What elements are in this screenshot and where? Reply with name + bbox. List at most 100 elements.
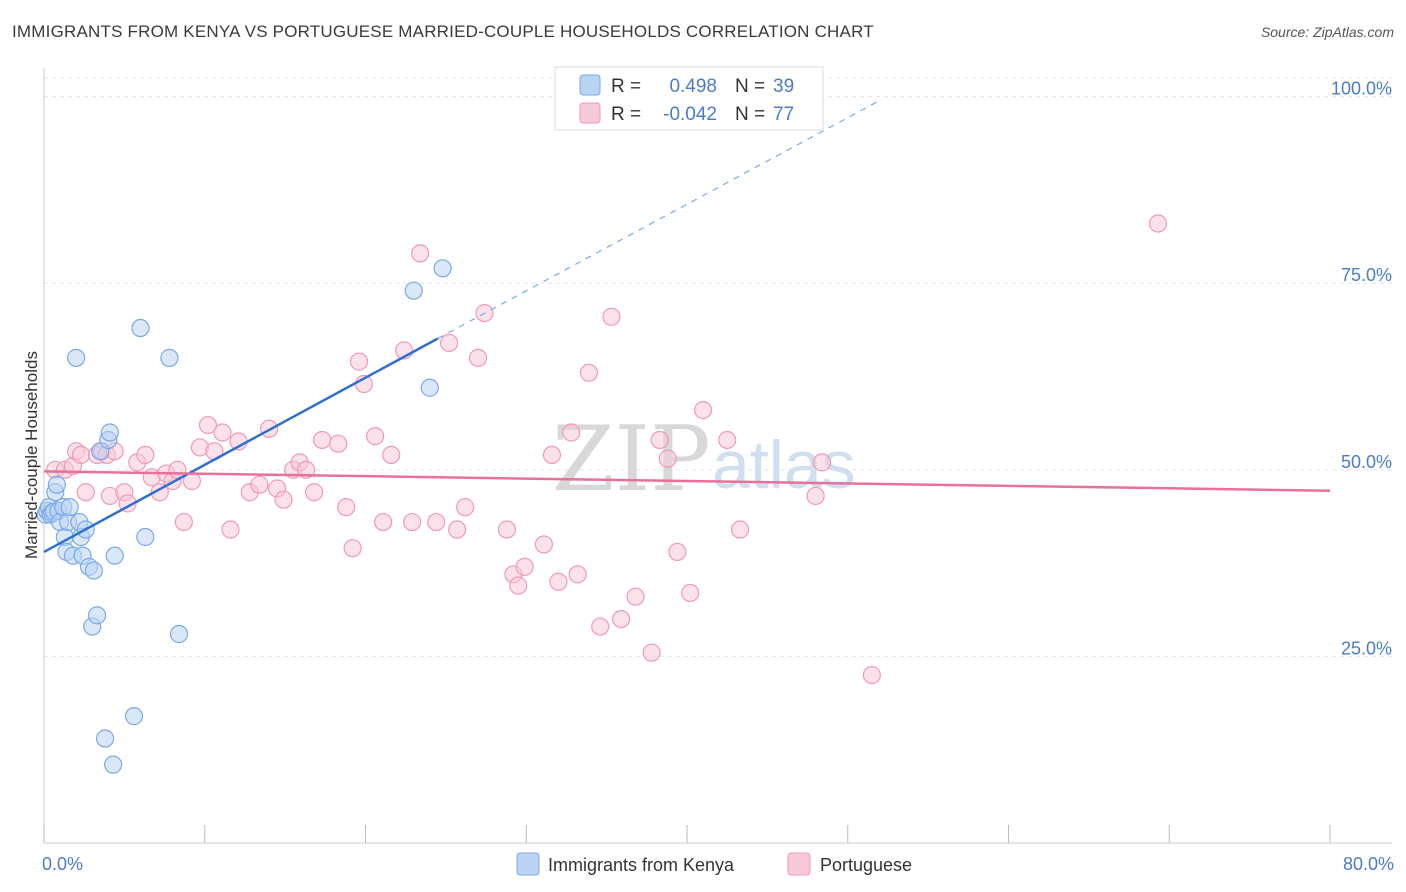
axis-layer <box>43 68 1392 844</box>
portuguese-point <box>403 512 422 532</box>
portuguese-point <box>681 583 700 603</box>
portuguese-point <box>509 576 528 595</box>
legend-n-label-kenya: N = <box>735 76 765 97</box>
portuguese-point <box>542 445 562 465</box>
x-tick-label: 80.0% <box>1343 854 1394 874</box>
chart-source: Source: ZipAtlas.com <box>1260 24 1394 40</box>
portuguese-point <box>76 483 95 502</box>
portuguese-point <box>718 430 737 450</box>
portuguese-point <box>250 475 269 494</box>
portuguese-point <box>427 512 446 532</box>
portuguese-point <box>591 617 610 636</box>
kenya-point <box>433 259 452 278</box>
portuguese-point <box>812 453 832 472</box>
portuguese-point <box>626 587 645 606</box>
portuguese-point <box>136 445 155 465</box>
kenya-point <box>420 378 439 397</box>
kenya-trend-line <box>43 337 439 554</box>
portuguese-point <box>668 542 687 562</box>
portuguese-point <box>534 535 554 554</box>
portuguese-point <box>337 498 356 517</box>
kenya-point <box>131 318 150 338</box>
portuguese-point <box>468 348 488 367</box>
portuguese-point <box>349 352 369 371</box>
portuguese-point <box>568 565 587 584</box>
legend-r-label-kenya: R = <box>611 76 641 97</box>
portuguese-point <box>439 333 459 353</box>
kenya-point <box>160 348 179 367</box>
kenya-point <box>67 348 86 367</box>
legend-swatch-kenya <box>579 74 601 96</box>
legend-n-value-portuguese: 77 <box>773 104 794 125</box>
portuguese-point <box>213 423 232 442</box>
portuguese-point <box>562 423 581 442</box>
legend-bottom-swatch-portuguese[interactable] <box>787 852 811 876</box>
portuguese-point <box>71 445 91 465</box>
portuguese-point <box>642 643 661 662</box>
kenya-point <box>124 707 144 726</box>
kenya-point <box>404 281 423 300</box>
portuguese-point <box>862 665 881 685</box>
y-tick-label: 75.0% <box>1341 265 1392 285</box>
legend-bottom-swatch-kenya[interactable] <box>516 852 540 876</box>
kenya-point <box>105 546 124 565</box>
grid-layer <box>44 77 1392 657</box>
portuguese-trend-line <box>43 470 1331 492</box>
portuguese-point <box>611 609 631 629</box>
legend-top: R = 0.498 N = 39 R = -0.042 N = 77 <box>554 66 824 131</box>
portuguese-point <box>515 557 534 576</box>
portuguese-point <box>602 307 621 326</box>
kenya-point <box>100 423 120 442</box>
portuguese-point <box>650 430 669 450</box>
portuguese-point <box>174 512 193 532</box>
watermark-zip: ZIP <box>552 407 711 512</box>
portuguese-point <box>198 415 218 435</box>
kenya-point <box>95 729 115 748</box>
kenya-point <box>169 624 189 644</box>
y-tick-label: 50.0% <box>1341 452 1392 472</box>
portuguese-point <box>274 490 293 509</box>
y-axis-label: Married-couple Households <box>22 351 41 559</box>
portuguese-point <box>448 520 467 539</box>
portuguese-point <box>658 449 677 468</box>
trend-layer <box>43 99 1331 554</box>
legend-bottom-label-portuguese[interactable]: Portuguese <box>820 855 912 875</box>
portuguese-point <box>1148 214 1168 233</box>
chart-title: IMMIGRANTS FROM KENYA VS PORTUGUESE MARR… <box>12 22 874 41</box>
portuguese-point <box>221 520 240 539</box>
kenya-point <box>60 498 79 517</box>
legend-bottom-label-kenya[interactable]: Immigrants from Kenya <box>548 855 735 875</box>
legend-n-value-kenya: 39 <box>773 76 794 97</box>
legend-r-value-portuguese: -0.042 <box>663 104 717 125</box>
kenya-point <box>136 527 155 547</box>
portuguese-point <box>329 434 348 453</box>
portuguese-point <box>312 430 332 450</box>
portuguese-point <box>366 427 385 446</box>
legend-r-label-portuguese: R = <box>611 104 641 125</box>
watermark: ZIP atlas <box>552 407 856 512</box>
portuguese-point <box>304 483 324 502</box>
portuguese-point <box>343 539 362 558</box>
kenya-point <box>104 755 123 774</box>
kenya-point <box>47 475 66 494</box>
portuguese-point <box>806 486 825 506</box>
legend-n-label-portuguese: N = <box>735 104 765 125</box>
kenya-trend-extension <box>437 99 881 340</box>
portuguese-point <box>456 498 475 517</box>
portuguese-point <box>693 401 713 420</box>
y-tick-label: 100.0% <box>1331 79 1392 99</box>
x-tick-label: 0.0% <box>42 854 83 874</box>
legend-swatch-portuguese <box>579 102 601 124</box>
kenya-point <box>87 606 107 625</box>
portuguese-point <box>382 445 401 465</box>
points-layer <box>36 214 1168 774</box>
legend-bottom: Immigrants from Kenya Portuguese <box>516 852 912 876</box>
legend-r-value-kenya: 0.498 <box>669 76 717 97</box>
portuguese-point <box>374 512 393 532</box>
y-tick-label: 25.0% <box>1341 638 1392 658</box>
portuguese-point <box>497 520 517 539</box>
kenya-point <box>84 561 103 580</box>
portuguese-point <box>579 363 599 382</box>
